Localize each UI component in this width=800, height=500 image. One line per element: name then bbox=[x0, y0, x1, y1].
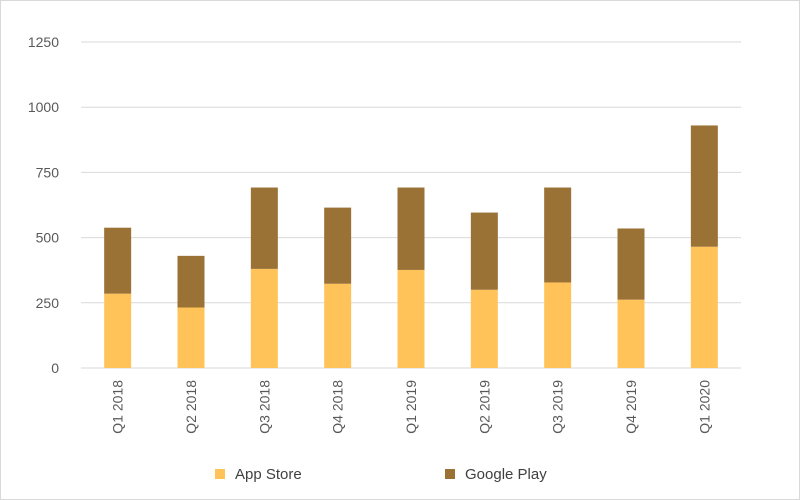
x-tick-label: Q2 2018 bbox=[183, 380, 199, 434]
y-tick-label: 1000 bbox=[28, 99, 59, 115]
x-tick-label: Q1 2018 bbox=[110, 380, 126, 434]
x-tick-label: Q4 2019 bbox=[623, 380, 639, 434]
bar-app-store-q4-2019 bbox=[617, 299, 645, 368]
y-tick-label: 0 bbox=[51, 360, 59, 376]
y-axis-ticks: 0 250 500 750 1000 1250 bbox=[28, 34, 59, 376]
x-tick-label: Q2 2019 bbox=[476, 380, 492, 434]
bar-app-store-q1-2020 bbox=[690, 246, 718, 368]
x-tick-label: Q1 2019 bbox=[403, 380, 419, 434]
bar-google-play-q3-2018 bbox=[250, 187, 278, 269]
x-tick-label: Q3 2018 bbox=[256, 380, 272, 434]
bar-app-store-q3-2018 bbox=[250, 268, 278, 368]
legend-label-google-play: Google Play bbox=[465, 466, 547, 483]
x-tick-label: Q4 2018 bbox=[330, 380, 346, 434]
bar-google-play-q1-2020 bbox=[690, 125, 718, 247]
bar-google-play-q3-2019 bbox=[544, 187, 572, 283]
bar-google-play-q2-2019 bbox=[470, 212, 498, 290]
bar-app-store-q2-2019 bbox=[470, 289, 498, 368]
bar-app-store-q1-2018 bbox=[104, 293, 132, 368]
bar-google-play-q1-2019 bbox=[397, 187, 425, 270]
legend-swatch-app-store bbox=[215, 469, 225, 479]
y-tick-label: 1250 bbox=[28, 34, 59, 50]
bar-google-play-q4-2018 bbox=[324, 207, 352, 284]
y-tick-label: 750 bbox=[36, 164, 60, 180]
legend-label-app-store: App Store bbox=[235, 466, 302, 483]
bar-google-play-q4-2019 bbox=[617, 228, 645, 300]
bar-google-play-q2-2018 bbox=[177, 255, 205, 308]
x-tick-label: Q1 2020 bbox=[696, 380, 712, 434]
bar-app-store-q3-2019 bbox=[544, 282, 572, 368]
bar-google-play-q1-2018 bbox=[104, 227, 132, 294]
legend-swatch-google-play bbox=[445, 469, 455, 479]
legend: App Store Google Play bbox=[215, 466, 547, 483]
bar-app-store-q4-2018 bbox=[324, 283, 352, 368]
y-tick-label: 500 bbox=[36, 230, 60, 246]
bar-app-store-q1-2019 bbox=[397, 269, 425, 368]
x-tick-label: Q3 2019 bbox=[550, 380, 566, 434]
y-tick-label: 250 bbox=[36, 295, 60, 311]
x-axis-ticks: Q1 2018 Q2 2018 Q3 2018 Q4 2018 Q1 2019 Q2 20… bbox=[110, 380, 713, 434]
bar-app-store-q2-2018 bbox=[177, 307, 205, 368]
bars bbox=[104, 125, 718, 368]
